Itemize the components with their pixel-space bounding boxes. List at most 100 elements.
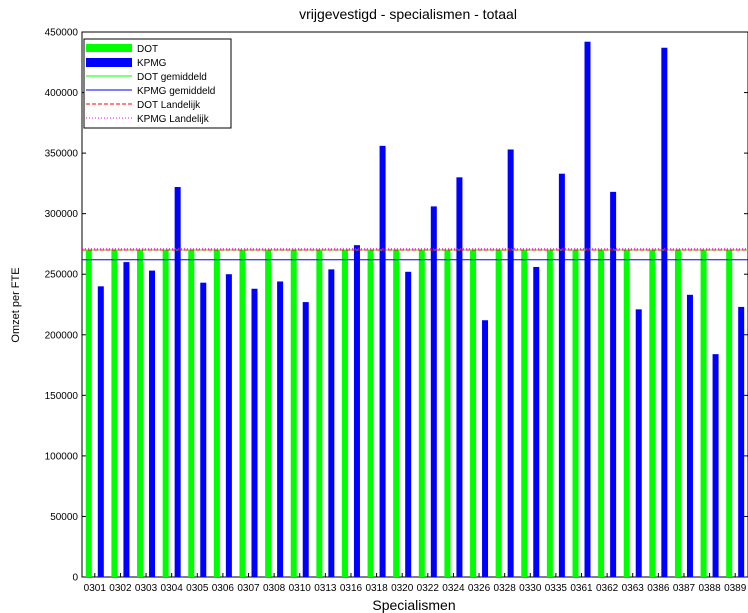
y-tick-label: 350000	[45, 149, 79, 160]
x-tick-label: 0313	[314, 583, 337, 594]
y-axis-label: Omzet per FTE	[10, 267, 22, 342]
x-tick-label: 0320	[391, 583, 414, 594]
bar-dot-0310	[290, 250, 297, 577]
bar-dot-0361	[572, 250, 579, 577]
y-tick-label: 250000	[45, 270, 79, 281]
bar-kpmg-0328	[507, 149, 514, 577]
x-tick-label: 0389	[724, 583, 747, 594]
bar-dot-0330	[521, 250, 528, 577]
bar-dot-0386	[649, 250, 656, 577]
bar-kpmg-0387	[686, 294, 693, 577]
bar-kpmg-0363	[635, 309, 642, 577]
y-tick-label: 200000	[45, 330, 79, 341]
y-axis: 0 50000 100000 150000 200000 250000 300000 3500…	[45, 28, 748, 584]
y-tick-label: 450000	[45, 28, 79, 39]
bar-kpmg-0388	[712, 354, 719, 577]
bar-dot-0305	[188, 250, 195, 577]
y-tick-label: 50000	[50, 512, 78, 523]
bar-dot-0387	[674, 250, 681, 577]
x-tick-label: 0330	[519, 583, 542, 594]
bar-dot-0335	[546, 250, 553, 577]
bar-kpmg-0389	[738, 306, 745, 577]
bar-kpmg-0361	[584, 41, 591, 577]
bar-dot-0362	[598, 250, 605, 577]
x-tick-label: 0326	[468, 583, 491, 594]
bar-kpmg-0326	[482, 320, 489, 577]
bar-dot-0328	[495, 250, 502, 577]
bar-kpmg-0362	[610, 191, 617, 577]
bar-kpmg-0335	[558, 173, 565, 577]
bar-kpmg-0313	[328, 269, 335, 577]
legend-label-kpmg: KPMG	[137, 58, 167, 69]
bar-kpmg-0304	[174, 187, 181, 577]
x-tick-label: 0388	[698, 583, 721, 594]
bar-dot-0322	[418, 250, 425, 577]
x-tick-label: 0318	[365, 583, 388, 594]
legend-swatch-dot	[86, 44, 132, 52]
bar-dot-0316	[341, 250, 348, 577]
bar-kpmg-0310	[302, 302, 309, 577]
bar-kpmg-0322	[430, 206, 437, 577]
bar-kpmg-0307	[251, 288, 258, 577]
x-tick-label: 0302	[109, 583, 132, 594]
legend-label-dot: DOT	[137, 44, 158, 55]
legend-label-kpmg-gemiddeld: KPMG gemiddeld	[137, 86, 215, 97]
bar-dot-0363	[623, 250, 630, 577]
x-tick-label: 0310	[289, 583, 312, 594]
bar-dot-0304	[162, 250, 169, 577]
bar-dot-0303	[137, 250, 144, 577]
x-tick-label: 0387	[673, 583, 696, 594]
x-tick-label: 0307	[237, 583, 260, 594]
bars	[85, 41, 745, 578]
x-tick-label: 0322	[417, 583, 440, 594]
x-tick-label: 0306	[212, 583, 235, 594]
bar-kpmg-0330	[533, 266, 540, 577]
bar-dot-0318	[367, 250, 374, 577]
bar-dot-0313	[316, 250, 323, 577]
bar-kpmg-0318	[379, 145, 386, 577]
reference-lines	[82, 248, 748, 261]
bar-kpmg-0302	[123, 262, 130, 577]
legend-label-dot-gemiddeld: DOT gemiddeld	[137, 72, 207, 83]
legend-label-dot-landelijk: DOT Landelijk	[137, 100, 201, 111]
bar-dot-0326	[470, 250, 477, 577]
x-tick-label: 0308	[263, 583, 286, 594]
bar-kpmg-0316	[353, 245, 360, 577]
bar-kpmg-0303	[149, 270, 156, 577]
bar-dot-0307	[239, 250, 246, 577]
x-tick-label: 0335	[545, 583, 568, 594]
bar-kpmg-0301	[97, 286, 104, 577]
bar-dot-0389	[726, 250, 733, 577]
bar-dot-0306	[213, 250, 220, 577]
bar-dot-0320	[393, 250, 400, 577]
y-tick-label: 100000	[45, 451, 79, 462]
x-tick-label: 0316	[340, 583, 363, 594]
x-tick-label: 0362	[596, 583, 619, 594]
y-tick-label: 400000	[45, 88, 79, 99]
bar-kpmg-0386	[661, 47, 668, 577]
x-tick-label: 0361	[570, 583, 593, 594]
bar-dot-0324	[444, 250, 451, 577]
bar-kpmg-0320	[405, 271, 412, 577]
y-tick-label: 300000	[45, 209, 79, 220]
bar-kpmg-0324	[456, 177, 463, 578]
y-tick-label: 0	[72, 573, 78, 584]
x-tick-label: 0386	[647, 583, 670, 594]
legend-label-kpmg-landelijk: KPMG Landelijk	[137, 114, 210, 125]
x-axis: 0301 0302 0303 0304 0305 0306 0307 0308 0310 0313…	[84, 573, 747, 594]
x-tick-label: 0363	[622, 583, 645, 594]
x-tick-label: 0303	[135, 583, 158, 594]
bar-kpmg-0306	[225, 274, 232, 577]
x-tick-label: 0305	[186, 583, 209, 594]
x-tick-label: 0304	[161, 583, 184, 594]
legend: DOT KPMG DOT gemiddeld KPMG gemiddeld DO…	[83, 38, 232, 129]
bar-kpmg-0305	[200, 282, 207, 577]
bar-dot-0301	[85, 250, 92, 577]
x-axis-label: Specialismen	[372, 597, 455, 613]
bar-dot-0388	[700, 250, 707, 577]
x-tick-label: 0328	[494, 583, 517, 594]
y-tick-label: 150000	[45, 391, 79, 402]
legend-swatch-kpmg	[86, 58, 132, 67]
x-tick-label: 0301	[84, 583, 107, 594]
